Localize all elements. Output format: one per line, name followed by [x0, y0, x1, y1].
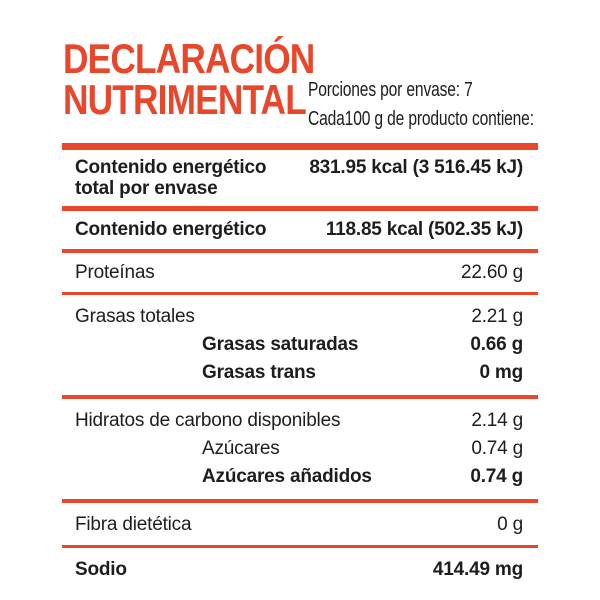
label-header: DECLARACIÓN NUTRIMENTAL Porciones por en… [0, 0, 600, 143]
divider [62, 249, 538, 253]
divider [62, 292, 538, 295]
divider [62, 143, 538, 150]
nutrient-name: Grasas saturadas [202, 334, 359, 355]
nutrient-name: Proteínas [75, 262, 155, 283]
nutrient-name: Hidratos de carbono disponibles [75, 410, 341, 431]
nutrient-name: Contenido energético total por envase [75, 157, 267, 199]
table-row: Grasas saturadas 0.66 g [62, 331, 538, 359]
nutrient-value: 22.60 g [461, 262, 523, 283]
nutrient-value: 0.66 g [470, 334, 523, 355]
nutrient-name: Grasas totales [75, 306, 195, 327]
table-row: Azúcares añadidos 0.74 g [62, 463, 538, 491]
divider [62, 499, 538, 503]
table-row: Grasas trans 0 mg [62, 359, 538, 387]
divider [62, 545, 538, 548]
nutrient-value: 0.74 g [471, 438, 523, 459]
nutrient-name: Sodio [75, 559, 127, 580]
nutrient-value: 0 g [497, 514, 523, 535]
table-row: Grasas totales 2.21 g [62, 303, 538, 331]
divider [62, 395, 538, 399]
label-title: DECLARACIÓN NUTRIMENTAL [63, 35, 315, 123]
nutrient-name: Azúcares añadidos [202, 466, 372, 487]
table-row: Proteínas 22.60 g [62, 253, 538, 292]
label-title-line2: NUTRIMENTAL [63, 76, 307, 123]
nutrient-value: 414.49 mg [432, 559, 523, 580]
per-100g-statement: Cada100 g de producto contiene: [308, 108, 534, 130]
nutrient-value: 831.95 kcal (3 516.45 kJ) [309, 157, 523, 178]
table-row: Hidratos de carbono disponibles 2.14 g [62, 407, 538, 435]
carbohydrates-group: Hidratos de carbono disponibles 2.14 g A… [62, 399, 538, 499]
nutrient-name: Contenido energético [75, 219, 267, 240]
table-row: Contenido energético 118.85 kcal (502.35… [62, 211, 538, 249]
servings-per-container: Porciones por envase: 7 [308, 79, 473, 101]
table-row: Azúcares 0.74 g [62, 435, 538, 463]
nutrient-name: Grasas trans [202, 362, 316, 383]
nutrition-table: Contenido energético total por envase 83… [62, 143, 538, 590]
table-row: Contenido energético total por envase 83… [62, 150, 538, 206]
label-title-line1: DECLARACIÓN [63, 35, 315, 82]
divider [62, 206, 538, 211]
nutrient-value: 0.74 g [470, 466, 523, 487]
nutrient-name: Fibra dietética [75, 514, 192, 535]
table-row: Sodio 414.49 mg [62, 548, 538, 590]
label-subtitle: Porciones por envase: 7 Cada100 g de pro… [308, 76, 534, 134]
nutrient-name: Azúcares [202, 438, 280, 459]
nutrient-value: 2.21 g [471, 306, 523, 327]
table-row: Fibra dietética 0 g [62, 503, 538, 545]
nutrient-value: 2.14 g [471, 410, 523, 431]
nutrient-value: 0 mg [479, 362, 523, 383]
fats-group: Grasas totales 2.21 g Grasas saturadas 0… [62, 295, 538, 395]
nutrient-value: 118.85 kcal (502.35 kJ) [325, 219, 523, 240]
